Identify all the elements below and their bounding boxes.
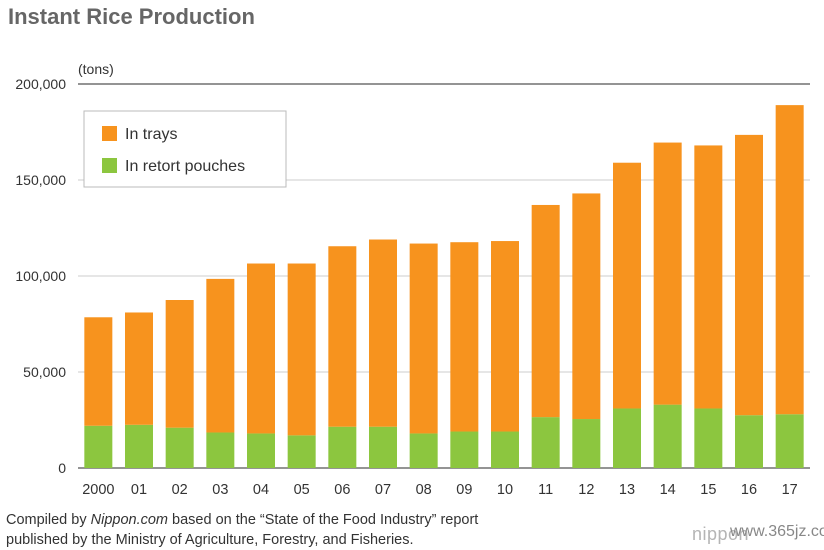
unit-label: (tons) xyxy=(78,61,114,77)
legend-swatch xyxy=(102,126,117,141)
bar-segment xyxy=(450,242,479,432)
bar-segment xyxy=(491,241,519,432)
bar-segment xyxy=(84,317,113,426)
x-tick-label: 16 xyxy=(741,482,757,498)
bar-segment xyxy=(653,142,682,405)
x-tick-label: 2000 xyxy=(82,482,114,498)
source-line-1: Compiled by Nippon.com based on the “Sta… xyxy=(6,510,478,530)
bar-segment xyxy=(369,426,397,468)
x-tick-label: 11 xyxy=(538,482,553,498)
x-tick-label: 08 xyxy=(416,482,432,498)
x-tick-label: 14 xyxy=(660,482,676,498)
bar-segment xyxy=(328,426,357,468)
legend-swatch xyxy=(102,158,117,173)
y-tick-label: 50,000 xyxy=(23,364,66,380)
source-line-2: published by the Ministry of Agriculture… xyxy=(6,532,414,548)
y-axis: 0 50,000 100,000 150,000 200,000 xyxy=(15,76,66,476)
x-axis: 2000 01 02 03 04 05 06 07 08 09 10 11 12 13 14 15 16 17 xyxy=(82,482,798,498)
source-site: Nippon.com xyxy=(90,512,168,528)
bars xyxy=(84,105,804,468)
y-tick-label: 0 xyxy=(58,460,66,476)
bar-segment xyxy=(125,424,153,468)
bar-segment xyxy=(84,425,113,468)
legend-label: In retort pouches xyxy=(125,158,245,175)
bar-segment xyxy=(165,427,194,468)
bar-segment xyxy=(206,432,235,468)
x-tick-label: 07 xyxy=(375,482,391,498)
legend-label: In trays xyxy=(125,126,177,143)
bar-segment xyxy=(653,404,682,468)
x-tick-label: 04 xyxy=(253,482,269,498)
bar-segment xyxy=(450,431,479,468)
bar-segment xyxy=(165,300,194,428)
nippon-logo: nippon xyxy=(692,524,750,544)
x-tick-label: 12 xyxy=(578,482,594,498)
bar-segment xyxy=(775,105,804,415)
y-tick-label: 200,000 xyxy=(15,76,66,92)
bar-segment xyxy=(735,415,763,468)
bar-segment xyxy=(613,162,641,409)
legend-box xyxy=(83,110,287,188)
bar-segment xyxy=(531,417,560,468)
x-tick-label: 02 xyxy=(172,482,188,498)
bar-segment xyxy=(206,278,235,433)
x-tick-label: 13 xyxy=(619,482,635,498)
x-tick-label: 03 xyxy=(212,482,228,498)
bar-segment xyxy=(125,312,153,425)
x-tick-label: 09 xyxy=(456,482,472,498)
x-tick-label: 05 xyxy=(294,482,310,498)
bar-segment xyxy=(531,204,560,418)
source-line1-rest: based on the “State of the Food Industry… xyxy=(168,512,479,528)
x-tick-label: 06 xyxy=(334,482,350,498)
bar-segment xyxy=(287,263,316,436)
bar-segment xyxy=(613,408,641,468)
bar-segment xyxy=(247,433,275,468)
chart-title: Instant Rice Production xyxy=(8,4,255,29)
bar-segment xyxy=(572,193,601,420)
bar-segment xyxy=(775,414,804,468)
bar-segment xyxy=(409,433,438,468)
bar-segment xyxy=(572,419,601,468)
bar-segment xyxy=(694,408,723,468)
x-tick-label: 15 xyxy=(700,482,716,498)
bar-segment xyxy=(369,239,397,427)
bar-segment xyxy=(694,145,723,409)
x-tick-label: 01 xyxy=(131,482,147,498)
source-note: Compiled by Nippon.com based on the “Sta… xyxy=(6,510,478,550)
x-tick-label: 17 xyxy=(782,482,798,498)
x-tick-label: 10 xyxy=(497,482,513,498)
bar-segment xyxy=(735,134,763,416)
bar-segment xyxy=(328,246,357,427)
bar-segment xyxy=(287,435,316,468)
bar-segment xyxy=(491,431,519,468)
source-prefix: Compiled by xyxy=(6,512,91,528)
bar-segment xyxy=(247,263,275,434)
y-tick-label: 150,000 xyxy=(15,172,66,188)
stacked-bar-chart: (tons) 0 50,000 100,000 150,000 200,000 2000… xyxy=(15,61,810,498)
watermark-text: www.365jz.com xyxy=(730,523,824,540)
y-tick-label: 100,000 xyxy=(15,268,66,284)
bar-segment xyxy=(409,243,438,434)
legend: In trays In retort pouches xyxy=(83,110,287,188)
